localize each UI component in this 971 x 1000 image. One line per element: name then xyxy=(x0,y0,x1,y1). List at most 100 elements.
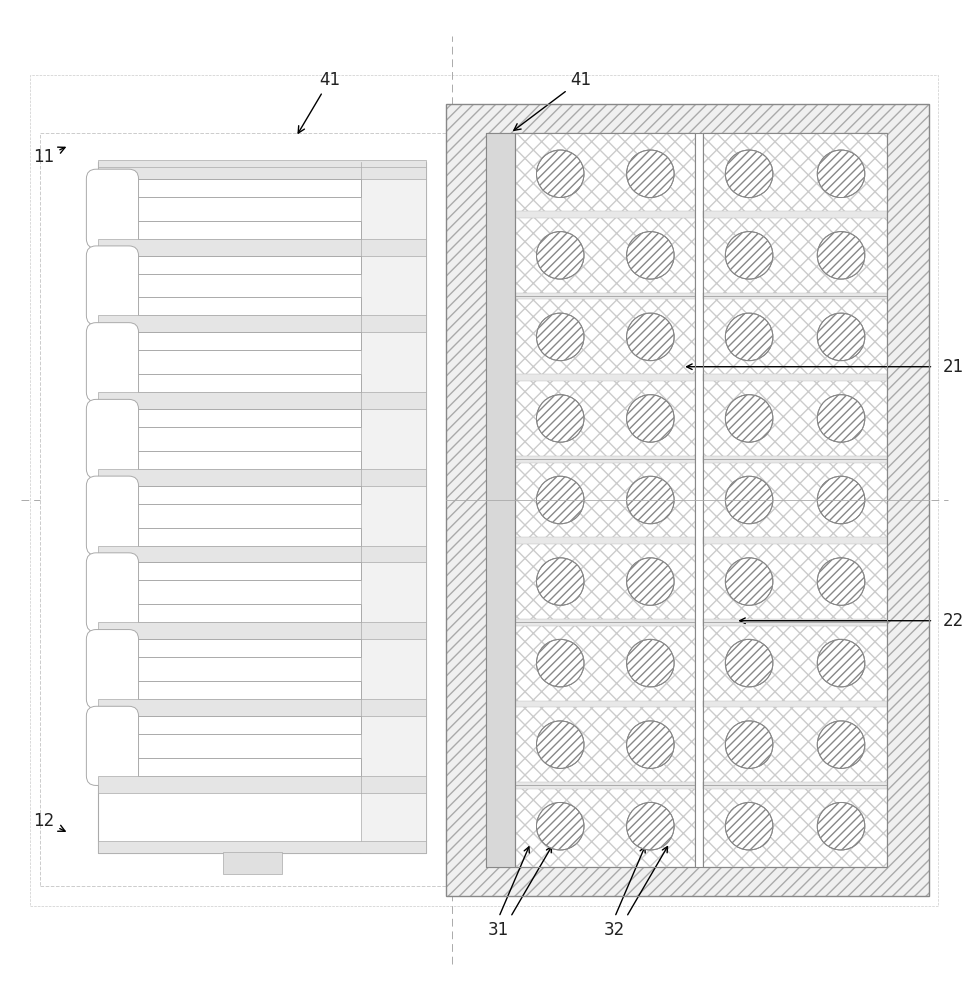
Bar xyxy=(703,293,887,299)
Bar xyxy=(98,469,426,486)
Bar xyxy=(703,374,887,381)
Bar xyxy=(516,133,695,867)
Ellipse shape xyxy=(626,476,674,524)
Bar xyxy=(98,841,426,853)
Ellipse shape xyxy=(725,150,773,198)
Ellipse shape xyxy=(818,395,865,442)
Bar xyxy=(703,785,887,867)
Bar xyxy=(127,451,360,469)
Bar xyxy=(98,162,426,179)
Bar xyxy=(98,162,426,853)
Bar xyxy=(516,374,695,381)
Bar xyxy=(98,160,426,167)
Ellipse shape xyxy=(725,558,773,605)
Bar xyxy=(98,776,426,793)
Ellipse shape xyxy=(626,232,674,279)
Ellipse shape xyxy=(725,313,773,361)
Bar xyxy=(516,296,695,459)
Bar xyxy=(486,133,516,867)
Bar xyxy=(703,133,887,296)
Ellipse shape xyxy=(818,721,865,768)
Bar xyxy=(703,459,887,622)
FancyBboxPatch shape xyxy=(86,553,139,632)
Text: 41: 41 xyxy=(298,71,340,133)
Bar xyxy=(703,133,887,867)
Bar xyxy=(127,681,360,699)
Ellipse shape xyxy=(818,802,865,850)
Bar xyxy=(703,782,887,789)
Bar xyxy=(127,409,360,427)
Bar xyxy=(98,546,426,562)
Bar xyxy=(703,456,887,463)
Bar xyxy=(516,622,695,785)
Bar xyxy=(98,239,426,256)
Ellipse shape xyxy=(725,802,773,850)
Bar xyxy=(98,699,426,716)
FancyBboxPatch shape xyxy=(86,246,139,325)
Bar xyxy=(30,75,938,906)
Bar xyxy=(446,104,928,896)
Ellipse shape xyxy=(725,721,773,768)
Bar xyxy=(127,562,360,580)
Ellipse shape xyxy=(537,232,584,279)
FancyBboxPatch shape xyxy=(86,169,139,248)
Ellipse shape xyxy=(818,558,865,605)
Bar xyxy=(127,256,360,274)
Bar xyxy=(127,639,360,657)
Bar xyxy=(516,133,695,296)
Bar xyxy=(98,315,426,332)
Bar xyxy=(516,459,695,622)
FancyBboxPatch shape xyxy=(86,323,139,402)
Ellipse shape xyxy=(626,558,674,605)
Ellipse shape xyxy=(725,395,773,442)
Ellipse shape xyxy=(537,802,584,850)
Ellipse shape xyxy=(818,313,865,361)
Bar xyxy=(127,528,360,546)
Bar xyxy=(127,221,360,239)
Bar xyxy=(360,162,426,853)
Ellipse shape xyxy=(537,395,584,442)
Ellipse shape xyxy=(537,639,584,687)
Text: 32: 32 xyxy=(604,921,625,939)
Ellipse shape xyxy=(626,313,674,361)
Bar xyxy=(446,104,928,896)
Ellipse shape xyxy=(626,802,674,850)
Ellipse shape xyxy=(537,313,584,361)
Text: 31: 31 xyxy=(488,921,510,939)
Ellipse shape xyxy=(537,476,584,524)
Bar xyxy=(516,782,695,789)
Bar xyxy=(98,622,426,639)
Bar xyxy=(516,619,695,626)
Bar xyxy=(516,211,695,218)
Ellipse shape xyxy=(818,639,865,687)
Bar xyxy=(703,211,887,218)
Ellipse shape xyxy=(818,150,865,198)
Bar xyxy=(127,486,360,504)
Bar xyxy=(127,758,360,776)
Bar xyxy=(703,537,887,544)
Bar xyxy=(703,133,887,867)
Bar xyxy=(486,133,887,867)
Ellipse shape xyxy=(818,476,865,524)
Ellipse shape xyxy=(537,558,584,605)
Bar xyxy=(516,701,695,707)
Ellipse shape xyxy=(725,639,773,687)
Bar xyxy=(703,296,887,459)
Bar xyxy=(98,392,426,409)
Bar xyxy=(516,537,695,544)
Bar xyxy=(703,619,887,626)
Bar xyxy=(127,297,360,315)
FancyBboxPatch shape xyxy=(86,399,139,479)
Bar xyxy=(516,785,695,867)
Ellipse shape xyxy=(818,232,865,279)
FancyBboxPatch shape xyxy=(86,630,139,709)
Text: 11: 11 xyxy=(33,147,65,166)
Bar xyxy=(127,332,360,350)
Ellipse shape xyxy=(626,395,674,442)
Ellipse shape xyxy=(725,232,773,279)
FancyBboxPatch shape xyxy=(86,476,139,555)
Bar xyxy=(703,622,887,785)
Ellipse shape xyxy=(537,150,584,198)
FancyBboxPatch shape xyxy=(86,706,139,785)
Bar xyxy=(516,456,695,463)
